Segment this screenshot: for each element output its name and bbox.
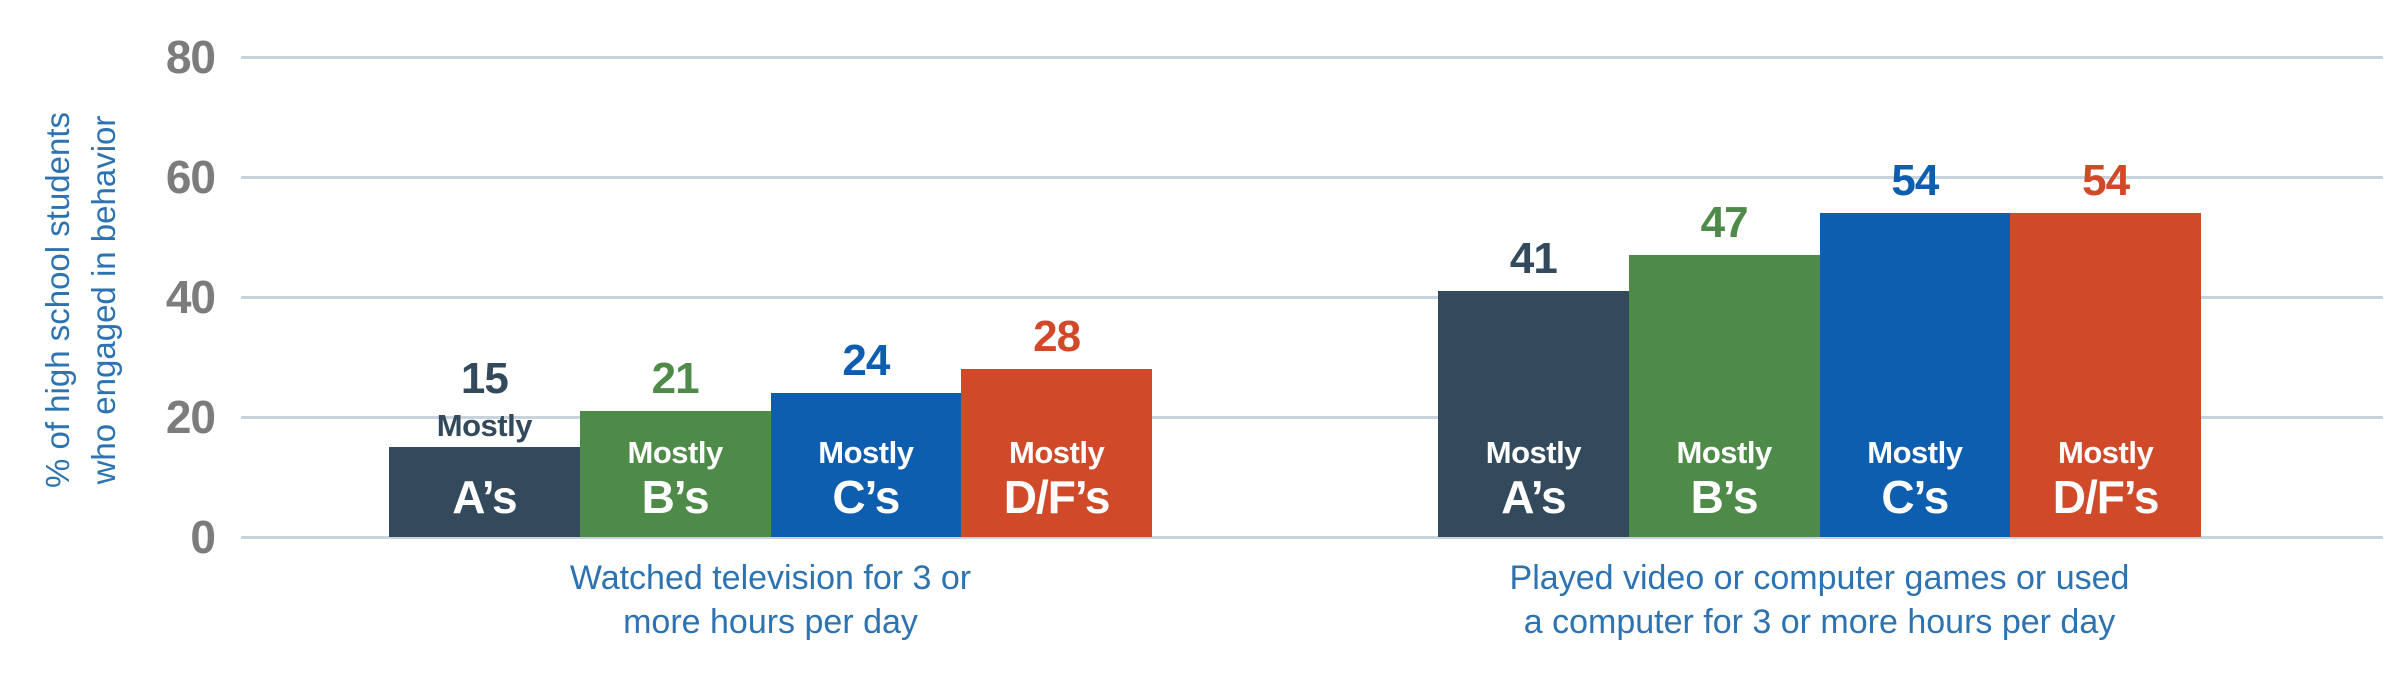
y-tick-label-0: 0: [190, 511, 216, 563]
gridline-y-80: [241, 56, 2383, 59]
y-tick-label-80: 80: [165, 31, 216, 83]
bar-inner-label-mostly: Mostly: [627, 435, 724, 470]
bar-inner-label-grade: B’s: [1690, 471, 1759, 523]
bar-inner-label-grade: C’s: [1881, 471, 1949, 523]
bar-group-2: Mostly A’s 41 Mostly B’s 47 Mostly C’s 54 Mostly D…: [1438, 0, 2201, 537]
bar-inner-label-mostly: Mostly: [1867, 435, 1963, 470]
bar-inner-label-grade: B’s: [641, 471, 710, 523]
gridline-y-40: [241, 296, 2383, 299]
bar-value-label: 21: [651, 354, 700, 403]
bar-inner-label-mostly: Mostly: [2058, 435, 2154, 470]
bar-inner-label-mostly: Mostly: [1009, 435, 1105, 470]
bar-inner-label-mostly: Mostly: [818, 435, 914, 470]
bar-as-group-2: Mostly A’s: [1438, 291, 1629, 537]
bar-cs-group-2: Mostly C’s: [1819, 213, 2011, 537]
y-axis-title: % of high school students who engaged in…: [35, 40, 127, 560]
bar-inner-label-grade: A’s: [452, 471, 517, 523]
bar-cs-group-1: Mostly C’s: [770, 393, 962, 537]
bar-inner-label-mostly: Mostly: [1485, 435, 1582, 470]
y-axis-title-line-1: % of high school students: [39, 111, 76, 489]
y-tick-label-60: 60: [165, 151, 216, 203]
bar-value-label: 15: [460, 354, 509, 403]
bar-inner-label-grade: D/F’s: [2052, 471, 2160, 523]
group-caption-1: Watched television for 3 or more hours pe…: [389, 556, 1152, 644]
bar-value-label: 47: [1700, 198, 1749, 247]
bar-value-label: 28: [1033, 312, 1081, 361]
gridline-y-20: [241, 416, 2383, 419]
bar-value-label: 41: [1509, 234, 1558, 283]
group-caption-1-line-1: Watched television for 3 or: [569, 559, 972, 597]
group-caption-1-line-2: more hours per day: [623, 603, 918, 641]
bar-inner-label-grade: C’s: [832, 471, 900, 523]
group-caption-2-line-2: a computer for 3 or more hours per day: [1523, 603, 2116, 641]
y-tick-label-40: 40: [165, 271, 216, 323]
bar-outside-label-mostly: Mostly: [436, 408, 533, 443]
bar-inner-label-grade: A’s: [1501, 471, 1566, 523]
bar-value-label: 54: [2082, 156, 2130, 205]
bar-inner-label-mostly: Mostly: [1676, 435, 1773, 470]
bar-bs-group-2: Mostly B’s: [1628, 255, 1820, 537]
group-caption-2-line-1: Played video or computer games or used: [1509, 559, 2130, 597]
group-caption-2: Played video or computer games or used a …: [1438, 556, 2201, 644]
gridline-y-60: [241, 176, 2383, 179]
bar-dfs-group-2: Mostly D/F’s: [2010, 213, 2201, 537]
bar-bs-group-1: Mostly B’s: [579, 411, 771, 537]
bar-value-label: 54: [1891, 156, 1939, 205]
bar-as-group-1: A’s: [389, 447, 580, 537]
bar-group-1: A’s Mostly 15 Mostly B’s 21 Mostly C’s 24 Mostly D…: [389, 0, 1152, 537]
gridline-y-0: [241, 536, 2383, 539]
bar-dfs-group-1: Mostly D/F’s: [961, 369, 1152, 537]
y-axis-title-line-2: who engaged in behavior: [85, 115, 122, 485]
y-tick-label-20: 20: [165, 391, 216, 443]
bar-inner-label-grade: D/F’s: [1003, 471, 1111, 523]
bar-value-label: 24: [842, 336, 890, 385]
